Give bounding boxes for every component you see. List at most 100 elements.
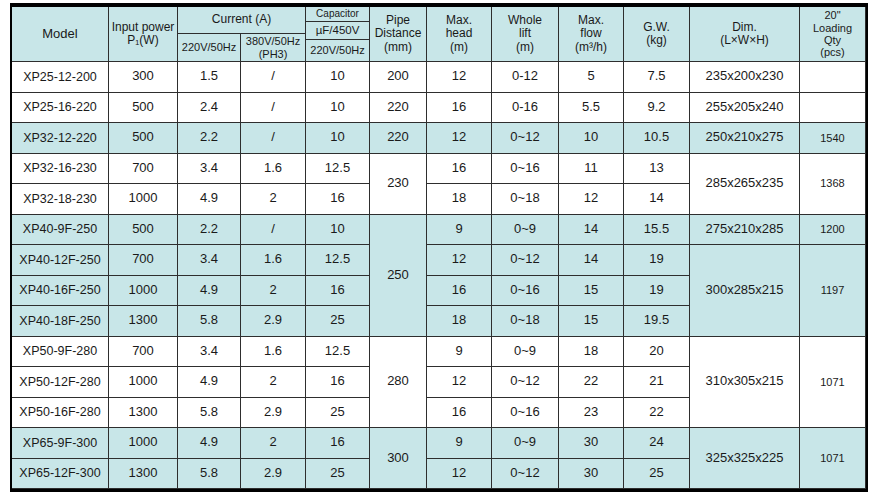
cell-pipe: 300	[370, 428, 427, 489]
cell-i220: 5.8	[178, 398, 241, 429]
cell-i220: 2.2	[178, 215, 241, 246]
cell-qty: 1540	[800, 123, 866, 154]
cell-dim: 235x200x230	[690, 62, 800, 93]
cell-cap: 10	[306, 62, 370, 93]
cell-p1: 1000	[109, 367, 178, 398]
cell-flow: 30	[559, 459, 624, 490]
cell-model: XP50-16F-280	[12, 398, 109, 429]
cell-gw: 20	[624, 337, 690, 368]
cell-pipe: 200	[370, 62, 427, 93]
cell-qty	[800, 93, 866, 124]
cell-cap: 25	[306, 306, 370, 337]
cell-model: XP65-9F-300	[12, 428, 109, 459]
cell-flow: 14	[559, 245, 624, 276]
cell-cap: 16	[306, 276, 370, 307]
header-current-380v: 380V/50Hz (PH3)	[241, 34, 306, 62]
cell-cap: 12.5	[306, 154, 370, 185]
cell-lift: 0~9	[492, 215, 559, 246]
cell-p1: 500	[109, 93, 178, 124]
cell-gw: 25	[624, 459, 690, 490]
cell-head: 16	[427, 93, 492, 124]
cell-dim: 285x265x235	[690, 154, 800, 215]
header-model: Model	[12, 7, 109, 62]
cell-cap: 10	[306, 93, 370, 124]
cell-flow: 15	[559, 276, 624, 307]
cell-i220: 5.8	[178, 306, 241, 337]
cell-i220: 4.9	[178, 184, 241, 215]
cell-i380: /	[241, 123, 306, 154]
cell-dim: 255x205x240	[690, 93, 800, 124]
cell-gw: 19.5	[624, 306, 690, 337]
cell-cap: 16	[306, 184, 370, 215]
cell-qty: 1200	[800, 215, 866, 246]
header-loading-qty: 20" Loading Qty (pcs)	[800, 7, 866, 62]
header-gross-weight: G.W. (kg)	[624, 7, 690, 62]
cell-p1: 1000	[109, 428, 178, 459]
cell-qty: 1368	[800, 154, 866, 215]
cell-cap: 12.5	[306, 337, 370, 368]
cell-flow: 5	[559, 62, 624, 93]
cell-i220: 2.4	[178, 93, 241, 124]
cell-gw: 21	[624, 367, 690, 398]
cell-lift: 0~16	[492, 154, 559, 185]
cell-gw: 19	[624, 245, 690, 276]
cell-model: XP32-16-230	[12, 154, 109, 185]
cell-flow: 11	[559, 154, 624, 185]
cell-qty: 1197	[800, 245, 866, 337]
cell-i220: 2.2	[178, 123, 241, 154]
cell-i380: 2	[241, 428, 306, 459]
cell-gw: 7.5	[624, 62, 690, 93]
cell-i220: 5.8	[178, 459, 241, 490]
cell-pipe: 230	[370, 154, 427, 215]
cell-head: 16	[427, 398, 492, 429]
cell-lift: 0~18	[492, 306, 559, 337]
cell-gw: 19	[624, 276, 690, 307]
cell-i380: 2	[241, 367, 306, 398]
cell-model: XP40-18F-250	[12, 306, 109, 337]
cell-i220: 3.4	[178, 245, 241, 276]
cell-i220: 3.4	[178, 337, 241, 368]
cell-lift: 0~12	[492, 459, 559, 490]
header-whole-lift: Whole lift (m)	[492, 7, 559, 62]
cell-pipe: 280	[370, 337, 427, 429]
cell-lift: 0~18	[492, 184, 559, 215]
cell-i380: 1.6	[241, 154, 306, 185]
cell-head: 12	[427, 62, 492, 93]
cell-cap: 16	[306, 367, 370, 398]
cell-cap: 10	[306, 123, 370, 154]
cell-p1: 700	[109, 337, 178, 368]
cell-model: XP50-9F-280	[12, 337, 109, 368]
cell-i220: 4.9	[178, 428, 241, 459]
cell-cap: 10	[306, 215, 370, 246]
cell-head: 9	[427, 215, 492, 246]
cell-qty: 1071	[800, 428, 866, 489]
cell-i380: 2	[241, 184, 306, 215]
header-input-power: Input power P₁(W)	[109, 7, 178, 62]
header-dimensions: Dim. (L×W×H)	[690, 7, 800, 62]
header-capacitor-220v: 220V/50Hz	[306, 40, 370, 62]
cell-p1: 500	[109, 215, 178, 246]
cell-model: XP65-12F-300	[12, 459, 109, 490]
cell-flow: 5.5	[559, 93, 624, 124]
cell-flow: 23	[559, 398, 624, 429]
cell-flow: 22	[559, 367, 624, 398]
cell-i380: /	[241, 215, 306, 246]
cell-qty: 1071	[800, 337, 866, 429]
cell-head: 12	[427, 367, 492, 398]
cell-gw: 10.5	[624, 123, 690, 154]
cell-gw: 13	[624, 154, 690, 185]
header-capacitor: Capacitor	[306, 7, 370, 22]
spec-table-grid: Model Input power P₁(W) Current (A) 220V…	[12, 7, 866, 489]
cell-p1: 1000	[109, 276, 178, 307]
cell-head: 16	[427, 276, 492, 307]
cell-i380: 1.6	[241, 245, 306, 276]
cell-flow: 14	[559, 215, 624, 246]
cell-pipe: 220	[370, 93, 427, 124]
cell-i220: 1.5	[178, 62, 241, 93]
cell-head: 12	[427, 123, 492, 154]
header-capacitor-uf: µF/450V	[306, 22, 370, 40]
cell-flow: 18	[559, 337, 624, 368]
cell-cap: 25	[306, 398, 370, 429]
cell-model: XP40-16F-250	[12, 276, 109, 307]
cell-lift: 0~16	[492, 398, 559, 429]
